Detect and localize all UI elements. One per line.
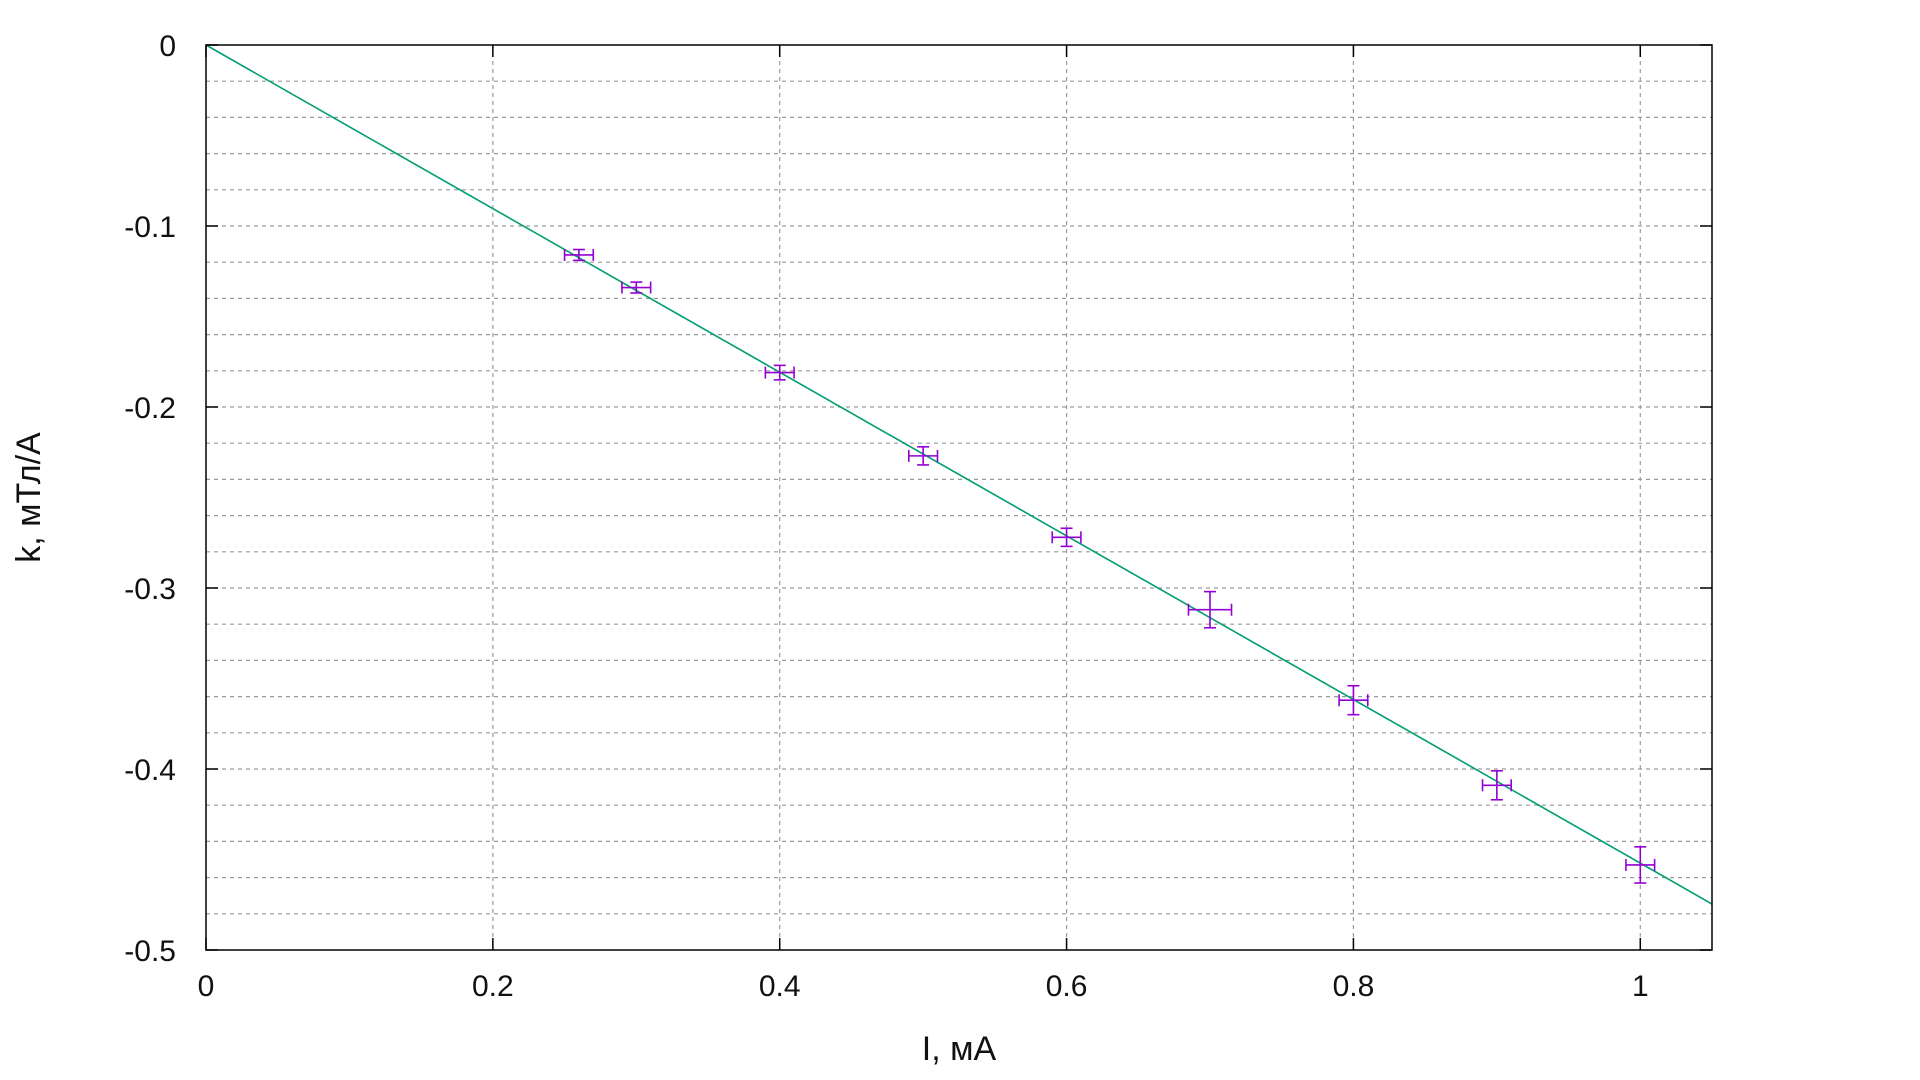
plot-frame — [206, 45, 1712, 950]
data-point — [622, 282, 651, 294]
data-point — [909, 447, 938, 465]
data-point — [565, 249, 594, 261]
data-point — [1339, 686, 1368, 715]
y-tick-labels: 0 -0.1 -0.2 -0.3 -0.4 -0.5 — [124, 30, 1712, 968]
x-tick-label: 0.6 — [1046, 970, 1088, 1003]
y-tick-label: -0.1 — [124, 211, 176, 244]
x-axis-label: I, мА — [922, 1030, 997, 1068]
y-axis-label: k, мТл/А — [10, 432, 48, 563]
x-tick-label: 0.8 — [1333, 970, 1375, 1003]
data-points — [565, 249, 1655, 883]
grid — [206, 45, 1712, 950]
y-tick-label: -0.5 — [124, 935, 176, 968]
y-tick-label: -0.2 — [124, 392, 176, 425]
data-point — [1188, 592, 1231, 628]
x-tick-label: 0.4 — [759, 970, 801, 1003]
x-tick-label: 1 — [1632, 970, 1649, 1003]
y-tick-label: 0 — [159, 30, 176, 63]
x-tick-label: 0.2 — [472, 970, 514, 1003]
fit-line-group — [206, 45, 1712, 904]
fit-line — [206, 45, 1712, 904]
y-tick-label: -0.4 — [124, 754, 176, 787]
x-tick-labels: 0 0.2 0.4 0.6 0.8 1 — [198, 45, 1649, 1003]
x-tick-label: 0 — [198, 970, 215, 1003]
y-tick-label: -0.3 — [124, 573, 176, 606]
